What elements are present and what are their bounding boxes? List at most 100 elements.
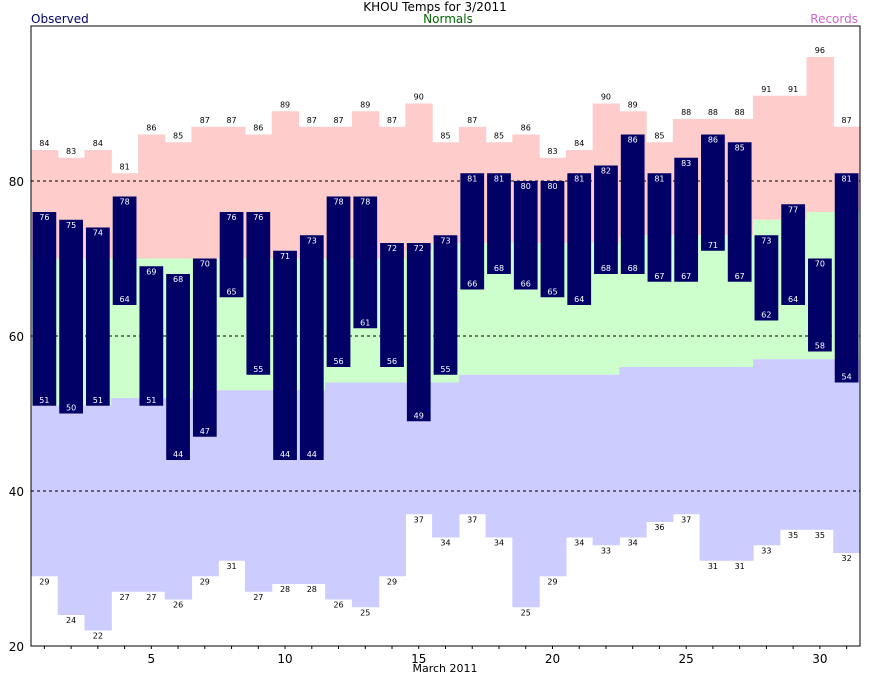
observed-bar xyxy=(406,243,431,422)
observed-low-label: 71 xyxy=(708,241,718,250)
observed-low-label: 65 xyxy=(226,287,236,296)
observed-bar xyxy=(540,181,565,298)
observed-low-label: 67 xyxy=(735,272,745,281)
observed-high-label: 70 xyxy=(200,260,210,269)
observed-high-label: 81 xyxy=(494,174,504,183)
record-high-band xyxy=(806,57,834,212)
x-tick-label: 10 xyxy=(277,652,292,666)
observed-low-label: 47 xyxy=(200,427,210,436)
normal-range-band xyxy=(699,235,727,367)
record-low-band xyxy=(619,367,647,538)
record-high-label: 83 xyxy=(66,147,76,156)
observed-high-label: 77 xyxy=(788,205,798,214)
observed-high-label: 70 xyxy=(815,260,825,269)
observed-low-label: 68 xyxy=(494,264,504,273)
observed-low-label: 68 xyxy=(601,264,611,273)
record-low-band xyxy=(111,398,139,592)
record-low-label: 32 xyxy=(842,554,852,563)
observed-bar xyxy=(380,243,404,367)
record-low-band xyxy=(672,367,701,515)
observed-high-label: 73 xyxy=(440,236,450,245)
observed-bar xyxy=(219,212,244,298)
record-high-label: 83 xyxy=(547,147,557,156)
record-low-label: 27 xyxy=(146,593,156,602)
x-tick-label: 30 xyxy=(812,652,827,666)
record-low-label: 31 xyxy=(735,562,745,571)
observed-low-label: 44 xyxy=(280,450,290,459)
observed-bar xyxy=(567,173,592,305)
record-high-label: 87 xyxy=(842,116,852,125)
record-high-band xyxy=(405,103,433,251)
y-tick-label: 60 xyxy=(9,330,24,344)
observed-high-label: 68 xyxy=(173,275,183,284)
observed-low-label: 64 xyxy=(120,295,130,304)
record-low-label: 29 xyxy=(547,577,557,586)
observed-high-label: 86 xyxy=(708,136,718,145)
observed-low-label: 67 xyxy=(654,272,664,281)
record-low-label: 33 xyxy=(601,546,611,555)
y-tick-label: 20 xyxy=(9,640,24,654)
observed-high-label: 71 xyxy=(280,252,290,261)
observed-high-label: 86 xyxy=(628,136,638,145)
record-low-band xyxy=(378,382,406,577)
legend-records: Records xyxy=(810,12,858,26)
observed-high-label: 69 xyxy=(146,267,156,276)
record-high-label: 89 xyxy=(360,100,370,109)
observed-low-label: 50 xyxy=(66,404,76,413)
observed-bar xyxy=(781,204,806,305)
observed-low-label: 51 xyxy=(146,396,156,405)
observed-high-label: 76 xyxy=(226,213,236,222)
observed-low-label: 51 xyxy=(39,396,49,405)
record-high-label: 84 xyxy=(93,139,103,148)
record-high-label: 87 xyxy=(333,116,343,125)
record-high-label: 88 xyxy=(708,108,718,117)
record-high-label: 87 xyxy=(387,116,397,125)
observed-bar xyxy=(487,173,511,274)
observed-bar xyxy=(594,165,618,274)
observed-low-label: 65 xyxy=(547,287,557,296)
record-high-label: 89 xyxy=(628,100,638,109)
record-low-label: 29 xyxy=(200,577,210,586)
observed-low-label: 68 xyxy=(628,264,638,273)
record-low-label: 29 xyxy=(39,577,49,586)
record-low-label: 37 xyxy=(681,515,691,524)
record-high-label: 86 xyxy=(146,124,156,133)
observed-high-label: 74 xyxy=(93,229,103,238)
record-high-label: 85 xyxy=(494,131,504,140)
observed-bar xyxy=(834,173,859,383)
record-high-label: 87 xyxy=(307,116,317,125)
record-high-label: 88 xyxy=(735,108,745,117)
observed-low-label: 64 xyxy=(574,295,584,304)
record-low-label: 35 xyxy=(788,531,798,540)
observed-bar xyxy=(32,212,57,406)
record-low-band xyxy=(485,374,513,538)
x-tick-label: 25 xyxy=(679,652,694,666)
record-high-label: 85 xyxy=(173,131,183,140)
observed-high-label: 76 xyxy=(39,213,49,222)
record-high-label: 91 xyxy=(761,85,771,94)
observed-low-label: 54 xyxy=(842,373,852,382)
observed-high-label: 80 xyxy=(521,182,531,191)
record-high-label: 84 xyxy=(39,139,49,148)
record-low-label: 26 xyxy=(333,601,343,610)
observed-low-label: 55 xyxy=(440,365,450,374)
record-low-label: 24 xyxy=(66,616,76,625)
observed-bar xyxy=(353,196,378,329)
record-low-label: 26 xyxy=(173,601,183,610)
record-low-band xyxy=(779,359,808,530)
observed-bar xyxy=(460,173,485,290)
record-high-label: 96 xyxy=(815,46,825,55)
observed-bar xyxy=(727,142,752,282)
record-low-band xyxy=(565,374,594,538)
observed-low-label: 56 xyxy=(387,357,397,366)
observed-bar xyxy=(59,219,83,414)
observed-bar xyxy=(808,258,832,352)
observed-low-label: 51 xyxy=(93,396,103,405)
observed-low-label: 44 xyxy=(173,450,183,459)
y-tick-label: 40 xyxy=(9,485,24,499)
record-high-label: 85 xyxy=(440,131,450,140)
record-high-label: 89 xyxy=(280,100,290,109)
record-low-band xyxy=(137,398,166,592)
observed-high-label: 73 xyxy=(761,236,771,245)
observed-bar xyxy=(620,134,645,274)
